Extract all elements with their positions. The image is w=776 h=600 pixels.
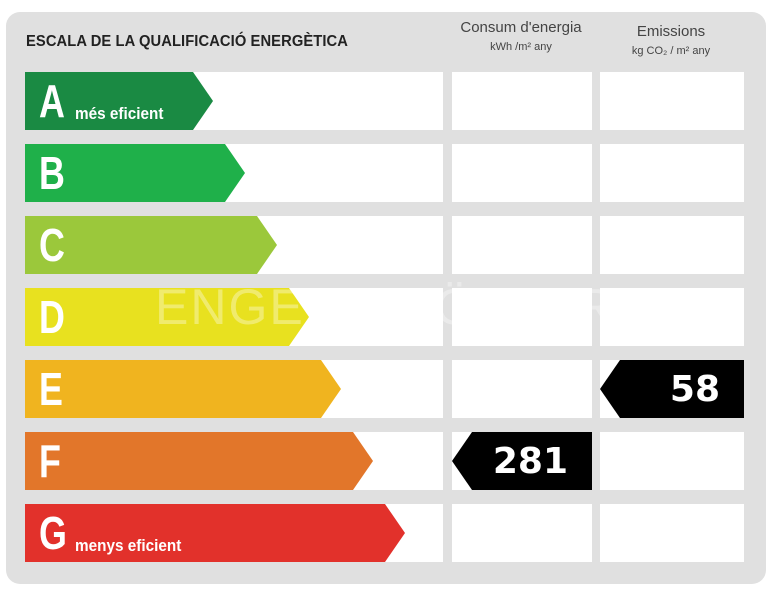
rating-letter: G bbox=[39, 507, 67, 559]
portal-watermark: habitaclia bbox=[325, 286, 435, 316]
consum-column-title: Consum d'energia bbox=[460, 19, 582, 36]
rating-arrow-shape bbox=[25, 216, 277, 274]
rating-letter: F bbox=[39, 435, 61, 487]
rating-arrow-shape bbox=[25, 288, 309, 346]
consum-cell: 281 bbox=[452, 432, 592, 490]
emissions-column-title: Emissions bbox=[636, 23, 706, 40]
emissions-cell bbox=[600, 72, 744, 130]
rating-letter: A bbox=[39, 75, 65, 127]
rating-arrow-b bbox=[25, 144, 245, 202]
emissions-cell bbox=[600, 504, 744, 562]
rating-arrow-shape bbox=[25, 72, 213, 130]
emissions-value-badge: 58 bbox=[600, 360, 744, 418]
consum-cell bbox=[452, 216, 592, 274]
consum-cell bbox=[452, 504, 592, 562]
rating-arrow-f bbox=[25, 432, 373, 490]
consum-cell bbox=[452, 288, 592, 346]
rating-caption: més eficient bbox=[75, 104, 164, 123]
consum-cell bbox=[452, 144, 592, 202]
consum-value: 281 bbox=[492, 441, 568, 482]
rating-arrow-shape bbox=[25, 360, 341, 418]
emissions-cell bbox=[600, 432, 744, 490]
emissions-cell bbox=[600, 144, 744, 202]
emissions-column-header: Emissions kg CO₂ / m² any bbox=[598, 23, 744, 57]
rating-arrow-c bbox=[25, 216, 277, 274]
emissions-column-unit: kg CO₂ / m² any bbox=[631, 45, 711, 57]
rating-arrow-g bbox=[25, 504, 405, 562]
emissions-cell bbox=[600, 288, 744, 346]
emissions-cell bbox=[600, 216, 744, 274]
consum-cell bbox=[452, 360, 592, 418]
consum-column-header: Consum d'energia kWh /m² any bbox=[451, 19, 591, 53]
consum-column-unit: kWh /m² any bbox=[490, 41, 552, 53]
rating-arrow-shape bbox=[25, 432, 373, 490]
label-title: ESCALA DE LA QUALIFICACIÓ ENERGÈTICA bbox=[26, 33, 348, 50]
rating-caption: menys eficient bbox=[75, 536, 182, 555]
rating-letter: E bbox=[39, 363, 63, 415]
rating-arrow-shape bbox=[25, 144, 245, 202]
brand-watermark: ENGEL & VÖLKERS bbox=[155, 279, 650, 335]
rating-letter: D bbox=[39, 291, 65, 343]
rating-arrow-a bbox=[25, 72, 213, 130]
rating-letter: B bbox=[39, 147, 65, 199]
rating-letter: C bbox=[39, 219, 65, 271]
consum-cell bbox=[452, 72, 592, 130]
rating-arrow-shape bbox=[25, 504, 405, 562]
rating-arrow-d bbox=[25, 288, 309, 346]
emissions-cell: 58 bbox=[600, 360, 744, 418]
emissions-value: 58 bbox=[669, 369, 720, 410]
consum-value-badge: 281 bbox=[452, 432, 592, 490]
rating-arrow-e bbox=[25, 360, 341, 418]
